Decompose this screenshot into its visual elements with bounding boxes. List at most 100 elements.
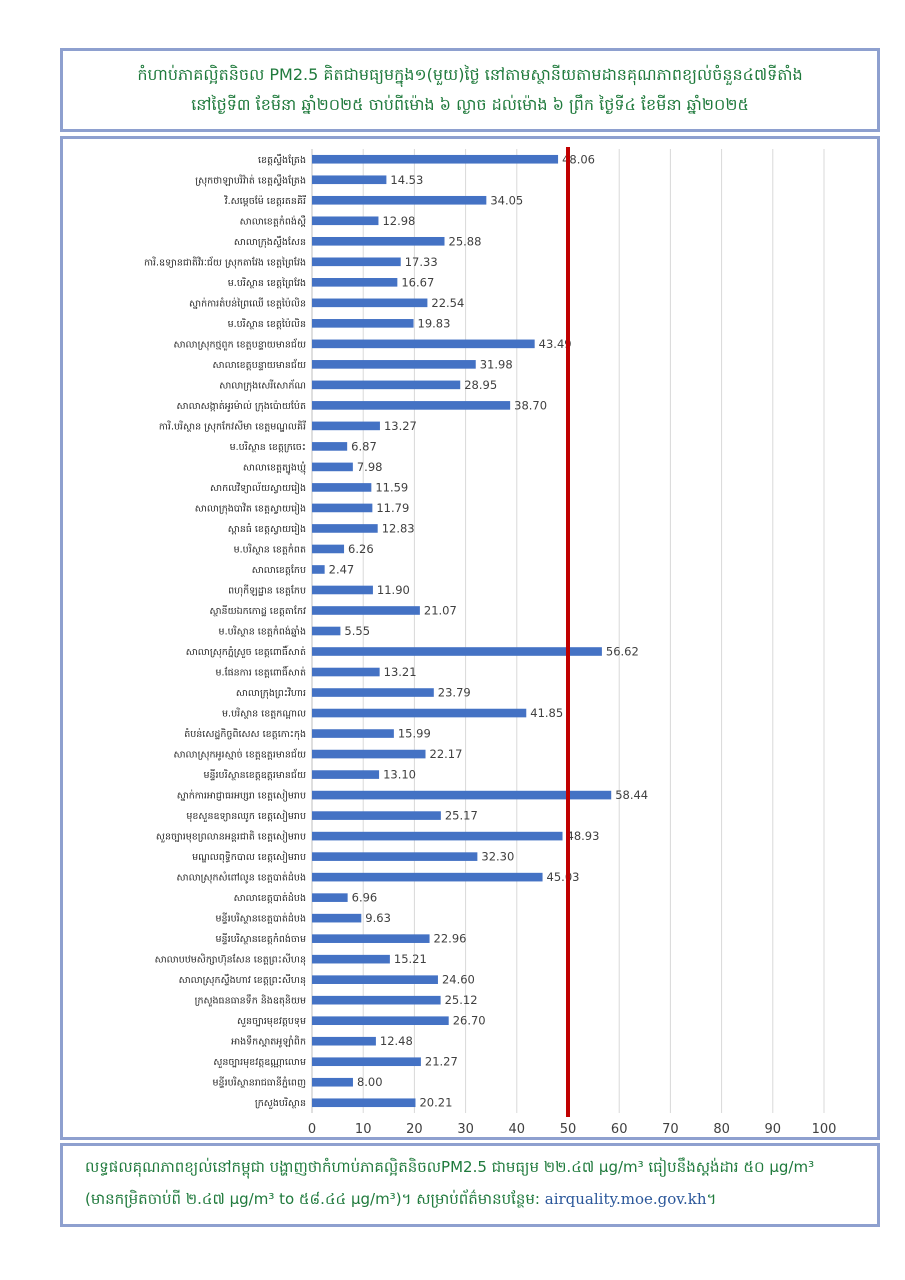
category-label: ម.ផែនការ ខេត្តពោធិ៍សាត់ <box>216 666 306 679</box>
bar <box>312 360 476 369</box>
x-tick-label: 20 <box>406 1122 423 1137</box>
bar <box>312 975 438 984</box>
bar <box>312 278 398 287</box>
bar <box>312 462 353 472</box>
chart-panel: ខេត្តស្ទឹងត្រែង 48.06 ស្រុកថាឡាបរិវ៉ាត់ ខេ… <box>60 136 880 1140</box>
category-label: សាលាខេត្តកំពង់ស្ពឺ <box>240 214 306 227</box>
category-label: សាលាខេត្តបាត់ដំបង <box>234 891 306 904</box>
bar <box>312 667 380 677</box>
category-label: អាងទឹកស្តាតអូឡាំពិក <box>231 1035 306 1049</box>
chart-title-line-1: កំហាប់ភាគល្អិតនិចល PM2.5 គិតជាមធ្យមក្នុង… <box>137 65 803 84</box>
bar <box>312 647 602 656</box>
category-label: សាលាស្រុកថ្មពួក ខេត្តបន្ទាយមានជ័យ <box>174 337 307 351</box>
footer-panel: លទ្ធផលគុណភាពខ្យល់នៅកម្ពុជា បង្ហាញថាកំហាប… <box>60 1143 880 1227</box>
category-label: ក្រសួងបរិស្ថាន <box>255 1096 306 1110</box>
bar <box>312 257 401 267</box>
bar <box>312 154 559 164</box>
category-label: មន្ទីរបរិស្ថានខេត្តកំពង់ចាម <box>216 932 306 945</box>
data-label: 25.88 <box>449 234 482 248</box>
category-label: ម.បរិស្ថាន ខេត្តព្រៃវែង <box>228 276 306 289</box>
bar <box>312 688 434 697</box>
bar <box>312 729 394 738</box>
data-label: 15.21 <box>394 952 427 966</box>
category-label: សាលាក្រុងស្ទឹងសែន <box>234 235 306 249</box>
website-link[interactable]: airquality.moe.gov.kh <box>544 1190 707 1208</box>
data-label: 23.79 <box>438 686 471 700</box>
bar <box>312 790 612 800</box>
bar <box>312 893 348 902</box>
bar <box>312 421 380 431</box>
category-label: មុខសួនឧទ្យានឈូក ខេត្តសៀមរាប <box>186 809 306 823</box>
x-tick-label: 30 <box>457 1122 474 1137</box>
data-label: 28.95 <box>464 378 497 392</box>
bar <box>312 872 543 882</box>
pm25-bar-chart: ខេត្តស្ទឹងត្រែង 48.06 ស្រុកថាឡាបរិវ៉ាត់ ខេ… <box>144 147 836 1137</box>
bar <box>312 954 390 964</box>
category-label: សាលាស្រុកស្ទឹងហាវ ខេត្តព្រះសីហនុ <box>179 973 306 987</box>
summary-end-mark: ។ <box>706 1190 717 1208</box>
category-label: មណ្ឌលពុទ្ធិកបាល ខេត្តសៀមរាប <box>192 850 306 864</box>
data-label: 58.44 <box>615 788 648 802</box>
category-label: មន្ទីរបរិស្ថានខេត្តឧត្តរមានជ័យ <box>203 768 306 781</box>
category-label: ម.បរិស្ថាន ខេត្តកំពង់ឆ្នាំង <box>219 625 306 638</box>
bar <box>312 483 372 492</box>
category-label: ការិ.ឧទ្យានជាតិវិរៈជ័យ ស្រុកតាវែង ខេត្តព… <box>144 255 306 269</box>
category-label: ស្នាក់ការតំបន់ព្រៃឈើ ខេត្តប៉ៃលិន <box>189 296 306 309</box>
chart-title-line-2: នៅថ្ងៃទី៣ ខែមីនា ឆ្នាំ២០២៥ ចាប់ពីម៉ោង ៦ … <box>191 95 749 114</box>
category-label: សាលាក្រុងសេរីសោភ័ណ <box>219 378 306 392</box>
bar <box>312 708 527 718</box>
category-label: សួនច្បារមុខវត្តឧណ្ណាលោម <box>213 1057 306 1069</box>
data-label: 12.83 <box>382 521 415 535</box>
category-label: តំបន់សេដ្ឋកិច្ចពិសេស ខេត្តកោះកុង <box>184 727 306 741</box>
x-tick-label: 80 <box>713 1122 730 1137</box>
bar <box>312 934 430 943</box>
bar <box>312 298 428 308</box>
data-label: 13.27 <box>384 419 417 433</box>
category-label: សាលាខេត្តត្បូងឃ្មុំ <box>243 460 306 475</box>
category-label: ម.បរិស្ថាន ខេត្តកំពត <box>234 542 306 555</box>
bar <box>312 811 441 820</box>
data-label: 5.55 <box>344 624 370 638</box>
category-label: សាលាបឋមសិក្សាហ៊ុនសែន ខេត្តព្រះសីហនុ <box>155 953 306 967</box>
data-label: 15.99 <box>398 727 431 741</box>
x-tick-label: 50 <box>560 1122 577 1137</box>
category-label: ម.បរិស្ថាន ខេត្តប៉ៃលិន <box>228 317 306 330</box>
data-label: 56.62 <box>606 645 639 659</box>
data-label: 2.47 <box>329 562 355 576</box>
x-tick-label: 40 <box>509 1122 526 1137</box>
category-label: មន្ទីរបរិស្ថានខេត្តបាត់ដំបង <box>216 912 306 925</box>
category-label: ស្ថានីយឯកកោដ្ឋ ខេត្តតាកែវ <box>210 604 307 617</box>
data-label: 41.85 <box>530 706 563 720</box>
data-label: 11.79 <box>376 501 409 515</box>
category-label: សាលាសង្កាត់អូរម៉ាល់ ក្រុងប៉ោយប៉ែត <box>177 399 306 413</box>
category-label: សាលាខេត្តកែប <box>252 564 306 576</box>
category-label: ស្ពានធំ ខេត្តស្វាយរៀង <box>228 522 306 536</box>
summary-line-1: លទ្ធផលគុណភាពខ្យល់នៅកម្ពុជា បង្ហាញថាកំហាប… <box>85 1158 815 1176</box>
summary-range-text: (មានកម្រិតចាប់ពី ២.៤៧ μg/m³ to ៥៨.៤៤ μg/… <box>85 1190 545 1208</box>
data-label: 21.27 <box>425 1055 458 1069</box>
data-label: 6.26 <box>348 542 374 556</box>
data-label: 7.98 <box>357 460 383 474</box>
data-label: 8.00 <box>357 1075 383 1089</box>
data-label: 21.07 <box>424 603 457 617</box>
data-label: 6.87 <box>351 439 377 453</box>
bar <box>312 995 441 1005</box>
data-label: 26.70 <box>453 1014 486 1028</box>
data-label: 6.96 <box>352 891 378 905</box>
bar <box>312 913 362 923</box>
bar <box>312 319 414 328</box>
data-label: 22.96 <box>434 932 467 946</box>
data-label: 20.21 <box>419 1096 452 1110</box>
data-label: 43.49 <box>539 337 572 351</box>
data-label: 25.17 <box>445 809 478 823</box>
bar <box>312 606 420 615</box>
category-label: ខេត្តស្ទឹងត្រែង <box>258 153 306 166</box>
data-label: 38.70 <box>514 398 547 412</box>
category-label: ម.បរិស្ថាន ខេត្តកណ្តាល <box>222 707 306 720</box>
data-label: 25.12 <box>445 993 478 1007</box>
bar <box>312 1036 376 1046</box>
bar <box>312 626 341 636</box>
category-label: សាលាខេត្តបន្ទាយមានជ័យ <box>213 358 306 371</box>
x-tick-label: 0 <box>308 1122 316 1137</box>
data-label: 32.30 <box>481 850 514 864</box>
